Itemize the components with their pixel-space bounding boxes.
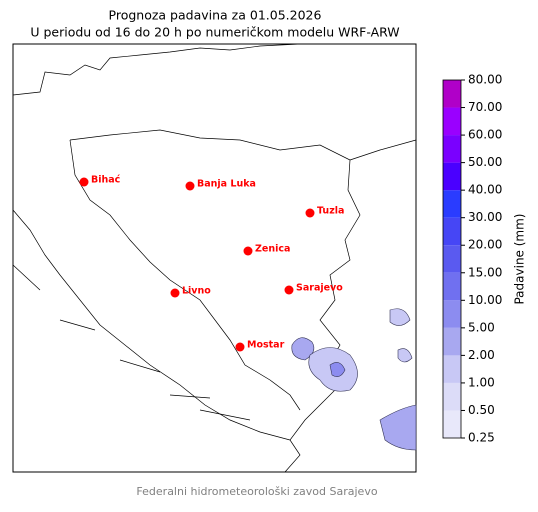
colorbar-tick-label: 1.00 (468, 375, 495, 389)
title-line: U periodu od 16 do 20 h po numeričkom mo… (30, 25, 399, 40)
city-label: Banja Luka (197, 179, 256, 190)
colorbar-tick-label: 15.00 (468, 265, 502, 279)
colorbar-segment (443, 355, 461, 383)
colorbar-tick-label: 20.00 (468, 238, 502, 252)
colorbar-segment (443, 410, 461, 438)
city-label: Zenica (255, 244, 290, 255)
colorbar-tick-label: 70.00 (468, 100, 502, 114)
footer: Federalni hidrometeorološki zavod Saraje… (136, 485, 377, 498)
colorbar-segment (443, 217, 461, 246)
city-marker (305, 208, 315, 218)
city-marker (243, 246, 253, 256)
colorbar-tick-label: 30.00 (468, 210, 502, 224)
city-label: Mostar (247, 340, 285, 351)
city-marker (185, 181, 195, 191)
city-label: Bihać (91, 175, 121, 186)
colorbar-tick-label: 10.00 (468, 293, 502, 307)
colorbar-frame (442, 79, 462, 439)
city-marker (235, 342, 245, 352)
colorbar-segment (443, 107, 461, 136)
city-label: Tuzla (317, 206, 344, 217)
colorbar-segment (443, 190, 461, 218)
colorbar-segment (443, 300, 461, 328)
city-marker (79, 177, 89, 187)
colorbar-segment (443, 272, 461, 301)
colorbar-tick-label: 40.00 (468, 183, 502, 197)
colorbar-segment (443, 135, 461, 163)
colorbar-tick-label: 0.25 (468, 431, 495, 445)
map-frame (12, 43, 417, 473)
colorbar-segment (443, 245, 461, 273)
colorbar-segment (443, 327, 461, 356)
borders (12, 43, 417, 473)
city-marker (284, 285, 294, 295)
colorbar-tick-label: 60.00 (468, 128, 502, 142)
precipitation (291, 308, 417, 451)
colorbar-segment (443, 162, 461, 191)
title-line: Prognoza padavina za 01.05.2026 (109, 8, 322, 23)
city-marker (170, 288, 180, 298)
colorbar-label: Padavine (mm) (513, 213, 527, 304)
city-label: Sarajevo (296, 283, 343, 294)
colorbar-tick-label: 2.00 (468, 348, 495, 362)
colorbar-tick-label: 0.50 (468, 403, 495, 417)
colorbar-tick-label: 50.00 (468, 155, 502, 169)
colorbar-tick-label: 5.00 (468, 320, 495, 334)
colorbar-tick-label: 80.00 (468, 73, 502, 87)
colorbar-segment (443, 382, 461, 411)
colorbar-segment (443, 80, 461, 108)
city-label: Livno (182, 286, 211, 297)
